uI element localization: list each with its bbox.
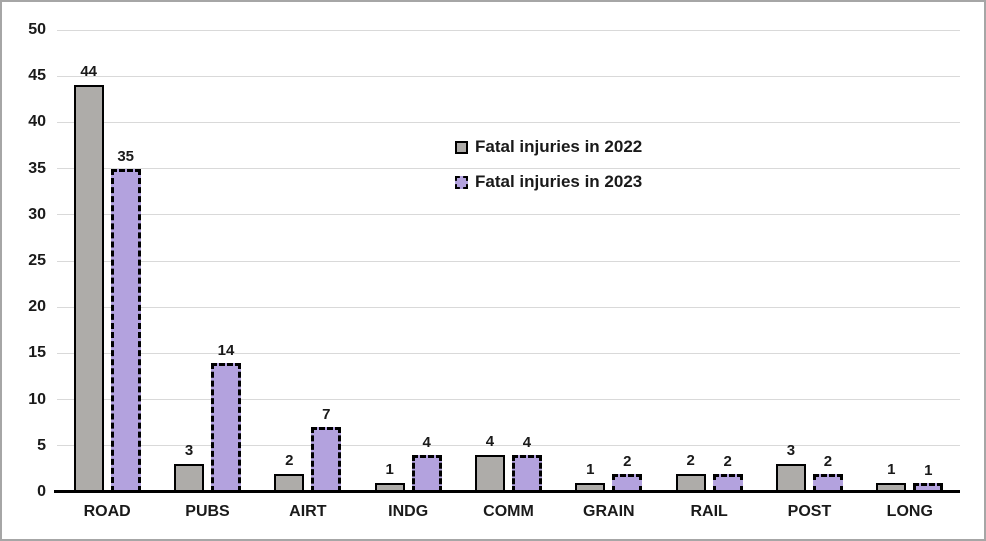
- gridline-25: [57, 260, 960, 262]
- plot-area: 44 35 3 14 2 7 1 4 4 4 1 2 2 2 3 2 1 1: [57, 30, 960, 492]
- bar-2022-road: 44: [73, 63, 104, 492]
- x-axis-labels: ROAD PUBS AIRT INDG COMM GRAIN RAIL POST LONG: [57, 503, 960, 521]
- bar-value-label-2023-road: 35: [117, 148, 134, 165]
- bar-2023-post: 2: [812, 453, 843, 492]
- bar-value-label-2022-grain: 1: [586, 461, 595, 478]
- gridline-40: [57, 121, 960, 123]
- x-tick-label-pubs: PUBS: [185, 503, 230, 520]
- y-tick-label-15: 15: [28, 344, 46, 362]
- bar-2022-airt: 2: [274, 452, 305, 492]
- gridline-50: [57, 29, 960, 31]
- y-tick-label-5: 5: [37, 436, 46, 454]
- y-tick-label-0: 0: [37, 483, 46, 500]
- bar-value-label-2023-indg: 4: [422, 434, 431, 451]
- x-tick-label-grain: GRAIN: [583, 503, 635, 520]
- bar-group-road: 44 35: [57, 30, 157, 492]
- y-tick-label-10: 10: [28, 390, 46, 408]
- legend-label-2022: Fatal injuries in 2022: [475, 137, 643, 156]
- bar-value-label-2023-comm: 4: [522, 434, 532, 451]
- gridline-20: [57, 306, 960, 308]
- x-tick-label-rail: RAIL: [690, 503, 728, 520]
- y-tick-label-45: 45: [28, 67, 46, 85]
- legend-item-2023: Fatal injuries in 2023: [455, 172, 642, 192]
- x-tick-label-post: POST: [787, 503, 832, 520]
- gridlines: [57, 29, 960, 492]
- bar-value-label-2022-long: 1: [887, 461, 896, 478]
- bar-2022-rail: 2: [675, 452, 706, 492]
- y-tick-label-35: 35: [28, 159, 46, 177]
- y-tick-label-40: 40: [28, 113, 46, 131]
- x-axis-line: [54, 490, 960, 493]
- x-tick-label-long: LONG: [886, 503, 933, 520]
- gridline-5: [57, 445, 960, 447]
- bar-2022-comm: 4: [474, 433, 505, 492]
- y-axis: 0 5 10 15 20 25 30 35 40 45 50: [10, 21, 46, 500]
- bar-2022-long: 1: [876, 461, 907, 492]
- bar-2023-indg: 4: [411, 434, 442, 492]
- bar-value-label-2023-post: 2: [823, 453, 833, 470]
- bar-value-label-2023-pubs: 14: [217, 342, 235, 359]
- bar-2022-pubs: 3: [173, 442, 204, 492]
- legend-label-2023: Fatal injuries in 2023: [475, 172, 643, 191]
- bar-2023-grain: 2: [612, 453, 643, 492]
- y-tick-label-20: 20: [28, 298, 46, 316]
- legend-marker-2022-icon: [455, 140, 468, 154]
- bar-value-label-2022-airt: 2: [285, 452, 294, 469]
- bar-2023-comm: 4: [511, 434, 542, 492]
- bar-value-label-2023-rail: 2: [723, 453, 732, 470]
- x-tick-label-indg: INDG: [388, 503, 429, 520]
- gridline-35: [57, 168, 960, 170]
- legend-marker-2023-icon: [455, 175, 468, 189]
- bar-value-label-2022-rail: 2: [686, 452, 695, 469]
- gridline-45: [57, 75, 960, 77]
- x-tick-label-road: ROAD: [83, 503, 131, 520]
- bar-group-pubs: 3 14: [157, 30, 257, 492]
- bar-2022-indg: 1: [374, 461, 405, 492]
- gridline-15: [57, 352, 960, 354]
- x-tick-label-airt: AIRT: [289, 503, 327, 520]
- bar-value-label-2022-comm: 4: [485, 433, 495, 450]
- x-tick-label-comm: COMM: [483, 503, 534, 520]
- y-tick-label-25: 25: [28, 252, 46, 269]
- bar-value-label-2022-pubs: 3: [184, 442, 194, 459]
- bar-value-label-2023-grain: 2: [623, 453, 632, 470]
- y-tick-label-50: 50: [28, 21, 46, 38]
- bar-2022-post: 3: [775, 442, 806, 492]
- bar-2023-long: 1: [913, 462, 944, 492]
- bar-2023-rail: 2: [712, 453, 743, 492]
- bar-2023-airt: 7: [311, 406, 342, 492]
- bar-2022-grain: 1: [575, 461, 606, 492]
- bar-value-label-2022-road: 44: [80, 63, 97, 80]
- y-tick-label-30: 30: [28, 205, 46, 223]
- gridline-10: [57, 399, 960, 401]
- gridline-30: [57, 214, 960, 216]
- bar-value-label-2022-indg: 1: [385, 461, 394, 478]
- legend: Fatal injuries in 2022 Fatal injuries in…: [455, 137, 642, 192]
- bar-2023-pubs: 14: [210, 342, 241, 492]
- bar-value-label-2022-post: 3: [786, 442, 796, 459]
- bar-value-label-2023-long: 1: [924, 462, 933, 479]
- bar-value-label-2023-airt: 7: [322, 406, 331, 423]
- bar-2023-road: 35: [110, 148, 141, 492]
- legend-item-2022: Fatal injuries in 2022: [455, 137, 642, 157]
